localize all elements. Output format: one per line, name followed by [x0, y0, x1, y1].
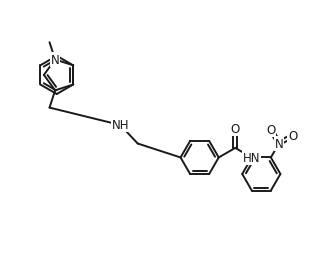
Text: HN: HN [243, 151, 261, 164]
Text: O: O [288, 129, 298, 142]
Text: NH: NH [111, 119, 129, 132]
Text: O: O [231, 123, 240, 136]
Text: O: O [266, 123, 276, 136]
Text: N: N [275, 137, 283, 150]
Text: N: N [51, 54, 59, 67]
